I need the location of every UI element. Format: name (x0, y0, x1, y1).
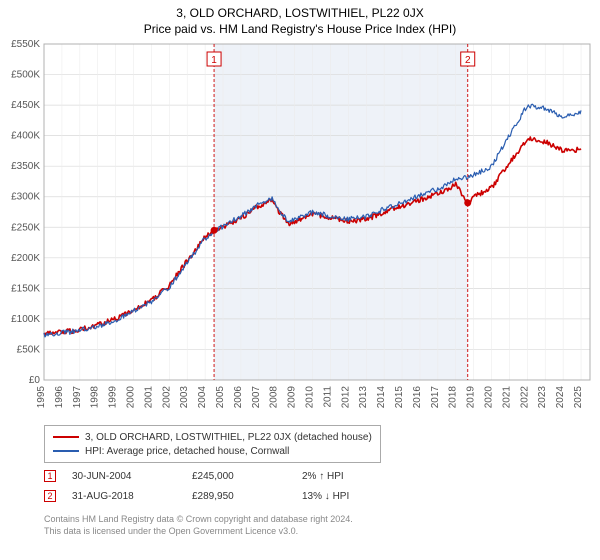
sale-row: 1 30-JUN-2004 £245,000 2% ↑ HPI (44, 466, 349, 486)
sale-price: £289,950 (192, 491, 302, 502)
svg-text:2023: 2023 (537, 386, 548, 409)
title-subtitle: Price paid vs. HM Land Registry's House … (0, 22, 600, 36)
svg-text:2014: 2014 (376, 386, 387, 409)
svg-text:£50K: £50K (17, 344, 41, 355)
svg-text:2007: 2007 (251, 386, 262, 409)
sale-table: 1 30-JUN-2004 £245,000 2% ↑ HPI 2 31-AUG… (44, 466, 349, 506)
svg-text:2005: 2005 (215, 386, 226, 409)
svg-text:2008: 2008 (269, 386, 280, 409)
svg-text:1996: 1996 (54, 386, 65, 409)
footnote-line: Contains HM Land Registry data © Crown c… (44, 514, 353, 526)
svg-text:2010: 2010 (305, 386, 316, 409)
sale-hpi: 13% ↓ HPI (302, 491, 349, 502)
svg-text:2016: 2016 (412, 386, 423, 409)
svg-text:£400K: £400K (11, 131, 40, 142)
svg-text:1998: 1998 (90, 386, 101, 409)
legend-label: HPI: Average price, detached house, Corn… (85, 446, 289, 457)
svg-text:2011: 2011 (322, 386, 333, 408)
chart-svg: £0 £50K £100K £150K £200K £250K £300K £350K £400… (0, 40, 600, 420)
svg-text:2: 2 (465, 55, 471, 66)
svg-text:2009: 2009 (287, 386, 298, 409)
chart-container: 3, OLD ORCHARD, LOSTWITHIEL, PL22 0JX Pr… (0, 0, 600, 560)
svg-text:£0: £0 (29, 375, 41, 386)
svg-text:2000: 2000 (126, 386, 137, 409)
legend-item: 3, OLD ORCHARD, LOSTWITHIEL, PL22 0JX (d… (53, 430, 372, 444)
svg-text:£200K: £200K (11, 253, 40, 264)
svg-text:£250K: £250K (11, 222, 40, 233)
svg-text:2002: 2002 (161, 386, 172, 409)
svg-text:2004: 2004 (197, 386, 208, 409)
svg-text:1995: 1995 (36, 386, 47, 409)
legend-swatch-icon (53, 436, 79, 438)
svg-text:2018: 2018 (448, 386, 459, 409)
sale-date: 31-AUG-2018 (72, 491, 192, 502)
sale-price: £245,000 (192, 471, 302, 482)
sale-date: 30-JUN-2004 (72, 471, 192, 482)
svg-text:£100K: £100K (11, 314, 40, 325)
footnote-line: This data is licensed under the Open Gov… (44, 526, 353, 538)
svg-text:£150K: £150K (11, 283, 40, 294)
svg-text:£550K: £550K (11, 40, 40, 50)
legend: 3, OLD ORCHARD, LOSTWITHIEL, PL22 0JX (d… (44, 425, 381, 463)
svg-text:2003: 2003 (179, 386, 190, 409)
svg-text:2021: 2021 (501, 386, 512, 409)
svg-text:2012: 2012 (340, 386, 351, 409)
svg-text:2013: 2013 (358, 386, 369, 409)
svg-text:1: 1 (211, 55, 217, 66)
footnotes: Contains HM Land Registry data © Crown c… (44, 514, 353, 537)
svg-text:2006: 2006 (233, 386, 244, 409)
svg-text:2019: 2019 (466, 386, 477, 409)
svg-text:2024: 2024 (555, 386, 566, 409)
svg-text:2025: 2025 (573, 386, 584, 409)
svg-text:£450K: £450K (11, 100, 40, 111)
title-address: 3, OLD ORCHARD, LOSTWITHIEL, PL22 0JX (0, 6, 600, 20)
svg-text:1999: 1999 (108, 386, 119, 409)
sale-hpi: 2% ↑ HPI (302, 471, 344, 482)
svg-text:£500K: £500K (11, 70, 40, 81)
svg-text:2015: 2015 (394, 386, 405, 409)
sale-marker-icon: 2 (44, 490, 56, 502)
legend-label: 3, OLD ORCHARD, LOSTWITHIEL, PL22 0JX (d… (85, 432, 372, 443)
sale-marker-icon: 1 (44, 470, 56, 482)
svg-text:2017: 2017 (430, 386, 441, 409)
svg-text:£350K: £350K (11, 161, 40, 172)
svg-text:1997: 1997 (72, 386, 83, 409)
sale-row: 2 31-AUG-2018 £289,950 13% ↓ HPI (44, 486, 349, 506)
legend-item: HPI: Average price, detached house, Corn… (53, 444, 372, 458)
svg-text:2022: 2022 (519, 386, 530, 409)
svg-text:2020: 2020 (484, 386, 495, 409)
svg-text:£300K: £300K (11, 192, 40, 203)
title-block: 3, OLD ORCHARD, LOSTWITHIEL, PL22 0JX Pr… (0, 0, 600, 36)
legend-swatch-icon (53, 450, 79, 452)
svg-text:2001: 2001 (143, 386, 154, 409)
chart: £0 £50K £100K £150K £200K £250K £300K £350K £400… (0, 40, 600, 420)
